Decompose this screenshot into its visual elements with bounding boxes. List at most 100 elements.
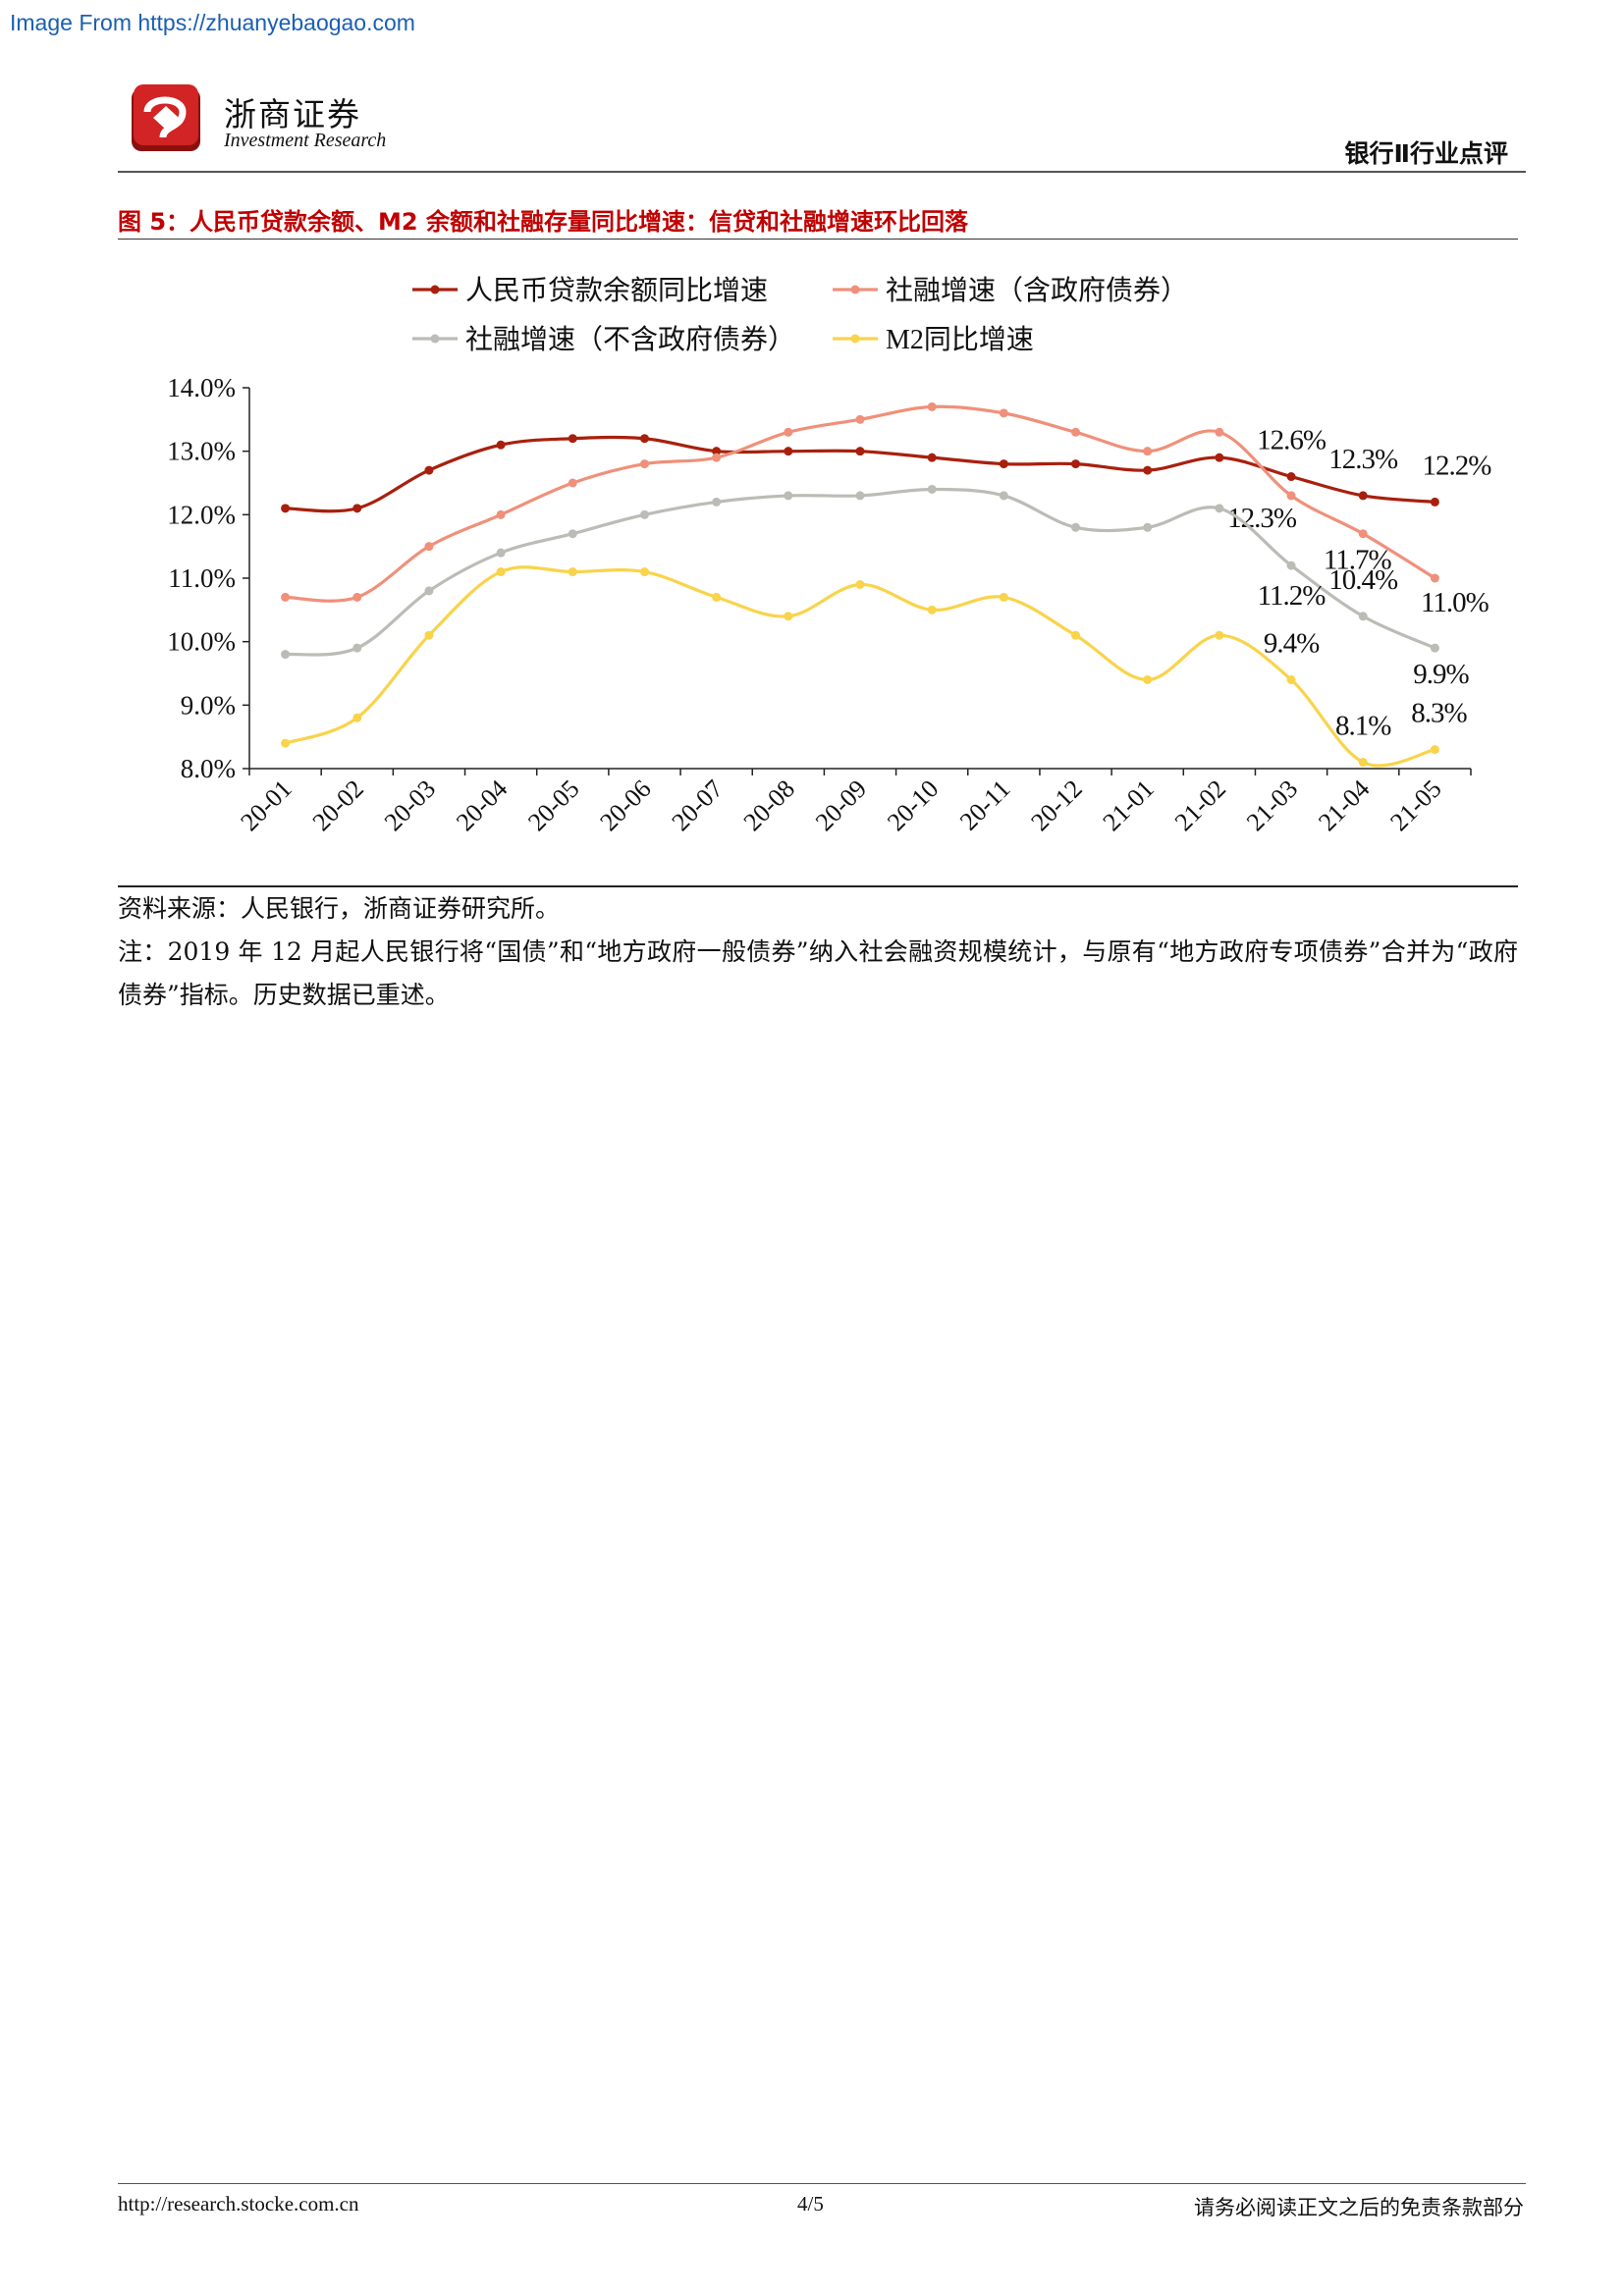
data-point xyxy=(784,427,793,437)
data-label: 12.3% xyxy=(1328,444,1398,475)
methodology-note: 注：2019 年 12 月起人民银行将“国债”和“地方政府一般债券”纳入社会融资… xyxy=(118,937,1518,1009)
x-tick-label: 21-03 xyxy=(1241,774,1303,836)
data-point xyxy=(568,529,577,539)
legend-marker xyxy=(850,285,860,294)
data-label: 11.2% xyxy=(1258,580,1326,612)
data-point xyxy=(496,509,506,519)
data-point xyxy=(281,504,291,513)
x-tick-label: 21-04 xyxy=(1313,774,1375,836)
data-point xyxy=(855,491,865,501)
y-tick-label: 11.0% xyxy=(168,563,236,593)
legend-label: 人民币贷款余额同比增速 xyxy=(465,275,768,306)
data-point xyxy=(999,408,1008,418)
data-point xyxy=(1358,758,1368,768)
data-point xyxy=(1143,522,1153,532)
data-label: 9.4% xyxy=(1264,627,1320,659)
x-tick-label: 20-07 xyxy=(666,774,728,836)
data-point xyxy=(496,440,506,450)
line-chart: 8.0%9.0%10.0%11.0%12.0%13.0%14.0%20-01 20… xyxy=(167,275,1492,836)
y-tick-label: 13.0% xyxy=(167,437,236,466)
x-tick-label: 21-05 xyxy=(1384,774,1446,836)
y-tick-label: 14.0% xyxy=(167,373,236,402)
legend-label: M2同比增速 xyxy=(886,324,1034,355)
data-point xyxy=(424,630,434,640)
data-point xyxy=(1430,643,1439,653)
data-point xyxy=(1215,630,1224,640)
data-point xyxy=(1143,674,1153,684)
data-label: 12.6% xyxy=(1257,425,1326,456)
data-point xyxy=(1215,427,1224,437)
y-tick-label: 9.0% xyxy=(181,690,236,720)
data-point xyxy=(281,738,291,748)
series-line xyxy=(285,404,1436,603)
page-number: 4/5 xyxy=(797,2192,824,2216)
data-point xyxy=(784,491,793,501)
data-point xyxy=(1215,453,1224,462)
x-tick-label: 21-01 xyxy=(1098,774,1160,836)
data-point xyxy=(712,453,722,462)
header-divider xyxy=(118,171,1526,173)
data-point xyxy=(999,592,1008,602)
legend-marker xyxy=(430,285,440,294)
data-point xyxy=(927,401,937,411)
x-tick-label: 20-02 xyxy=(307,774,369,836)
data-point xyxy=(352,643,362,653)
data-point xyxy=(1358,612,1368,621)
data-point xyxy=(855,414,865,424)
data-point xyxy=(1430,745,1439,755)
data-point xyxy=(1143,447,1153,456)
source-note: 资料来源：人民银行，浙商证券研究所。 xyxy=(118,894,561,923)
data-point xyxy=(1071,459,1081,469)
y-tick-label: 10.0% xyxy=(167,627,236,657)
data-label: 12.2% xyxy=(1422,450,1491,481)
data-point xyxy=(712,497,722,507)
data-label: 8.3% xyxy=(1411,698,1467,729)
data-point xyxy=(1286,674,1296,684)
data-point xyxy=(639,567,649,577)
footer-url[interactable]: http://research.stocke.com.cn xyxy=(118,2192,359,2216)
x-tick-label: 20-10 xyxy=(882,774,944,836)
x-tick-label: 20-05 xyxy=(522,774,584,836)
data-point xyxy=(855,579,865,589)
data-label: 11.7% xyxy=(1324,545,1392,576)
data-point xyxy=(1358,491,1368,501)
data-point xyxy=(424,586,434,596)
data-point xyxy=(1286,491,1296,501)
y-tick-label: 12.0% xyxy=(167,500,236,529)
brand-logo-icon xyxy=(132,84,200,151)
data-point xyxy=(1143,465,1153,475)
data-point xyxy=(281,650,291,660)
data-point xyxy=(1358,529,1368,539)
data-point xyxy=(496,567,506,577)
figure-title: 图 5：人民币贷款余额、M2 余额和社融存量同比增速：信贷和社融增速环比回落 xyxy=(118,208,968,236)
data-point xyxy=(568,567,577,577)
data-point xyxy=(784,612,793,621)
data-point xyxy=(1430,573,1439,583)
data-point xyxy=(927,484,937,494)
watermark-link[interactable]: Image From https://zhuanyebaogao.com xyxy=(10,10,415,35)
data-point xyxy=(1071,427,1081,437)
legend-marker xyxy=(850,334,860,344)
data-point xyxy=(352,592,362,602)
data-point xyxy=(712,447,722,456)
data-label: 9.9% xyxy=(1413,659,1469,690)
x-tick-label: 20-12 xyxy=(1025,774,1087,836)
data-point xyxy=(855,447,865,456)
data-point xyxy=(424,465,434,475)
x-tick-label: 20-08 xyxy=(738,774,800,836)
data-point xyxy=(639,509,649,519)
data-label: 8.1% xyxy=(1335,711,1391,742)
brand-name-en: Investment Research xyxy=(224,130,387,151)
footer-disclaimer: 请务必阅读正文之后的免责条款部分 xyxy=(1194,2196,1524,2219)
data-point xyxy=(784,447,793,456)
chart-bottom-divider xyxy=(118,885,1518,887)
data-point xyxy=(568,434,577,444)
data-point xyxy=(639,459,649,469)
data-point xyxy=(568,478,577,488)
data-point xyxy=(1071,630,1081,640)
data-point xyxy=(424,542,434,552)
legend-label: 社融增速（不含政府债券） xyxy=(465,324,795,355)
legend-label: 社融增速（含政府债券） xyxy=(886,275,1188,306)
footer-divider xyxy=(118,2183,1526,2184)
data-point xyxy=(927,453,937,462)
